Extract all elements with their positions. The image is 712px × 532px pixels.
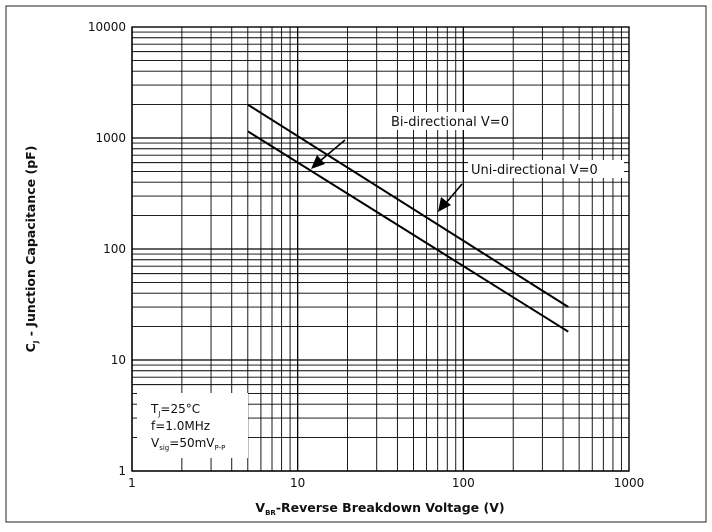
- annotation-uni-label: Uni-directional V=0: [471, 163, 598, 178]
- tick-labels: 1 10 100 1000 1 10 100 1000 10000: [88, 20, 644, 490]
- x-tick-label: 1: [128, 476, 136, 490]
- series-line-bi-directional: [247, 103, 569, 308]
- outer-border: [5, 5, 707, 523]
- x-axis-title: VBR-Reverse Breakdown Voltage (V): [255, 500, 504, 517]
- x-tick-label: 10: [290, 476, 305, 490]
- annotation-uni-arrow-head: [438, 197, 451, 212]
- annotation-bi-arrow-head: [311, 155, 325, 169]
- y-tick-label: 1000: [95, 131, 126, 145]
- y-tick-label: 1: [118, 464, 126, 478]
- plot-area-border: [131, 26, 630, 472]
- annotation-uni-arrow-shaft: [445, 183, 463, 204]
- annotation-bi-label: Bi-directional V=0: [391, 115, 509, 130]
- annotation-bi-box: [388, 112, 512, 130]
- annotation-uni-box: [468, 160, 624, 178]
- condition-vsig: Vsig=50mVP-P: [151, 436, 225, 452]
- y-tick-label: 10: [111, 353, 126, 367]
- condition-tj: TJ=25°C: [150, 402, 200, 418]
- conditions-box: [137, 393, 248, 458]
- y-axis-title: CJ - Junction Capacitance (pF): [23, 146, 40, 353]
- x-tick-label: 1000: [614, 476, 645, 490]
- condition-frequency: f=1.0MHz: [151, 419, 210, 433]
- series-layer: [247, 103, 569, 333]
- annotation-bi-arrow-shaft: [319, 139, 346, 162]
- y-tick-label: 100: [103, 242, 126, 256]
- series-line-uni-directional: [247, 130, 569, 333]
- y-tick-label: 10000: [88, 20, 126, 34]
- x-tick-label: 100: [452, 476, 475, 490]
